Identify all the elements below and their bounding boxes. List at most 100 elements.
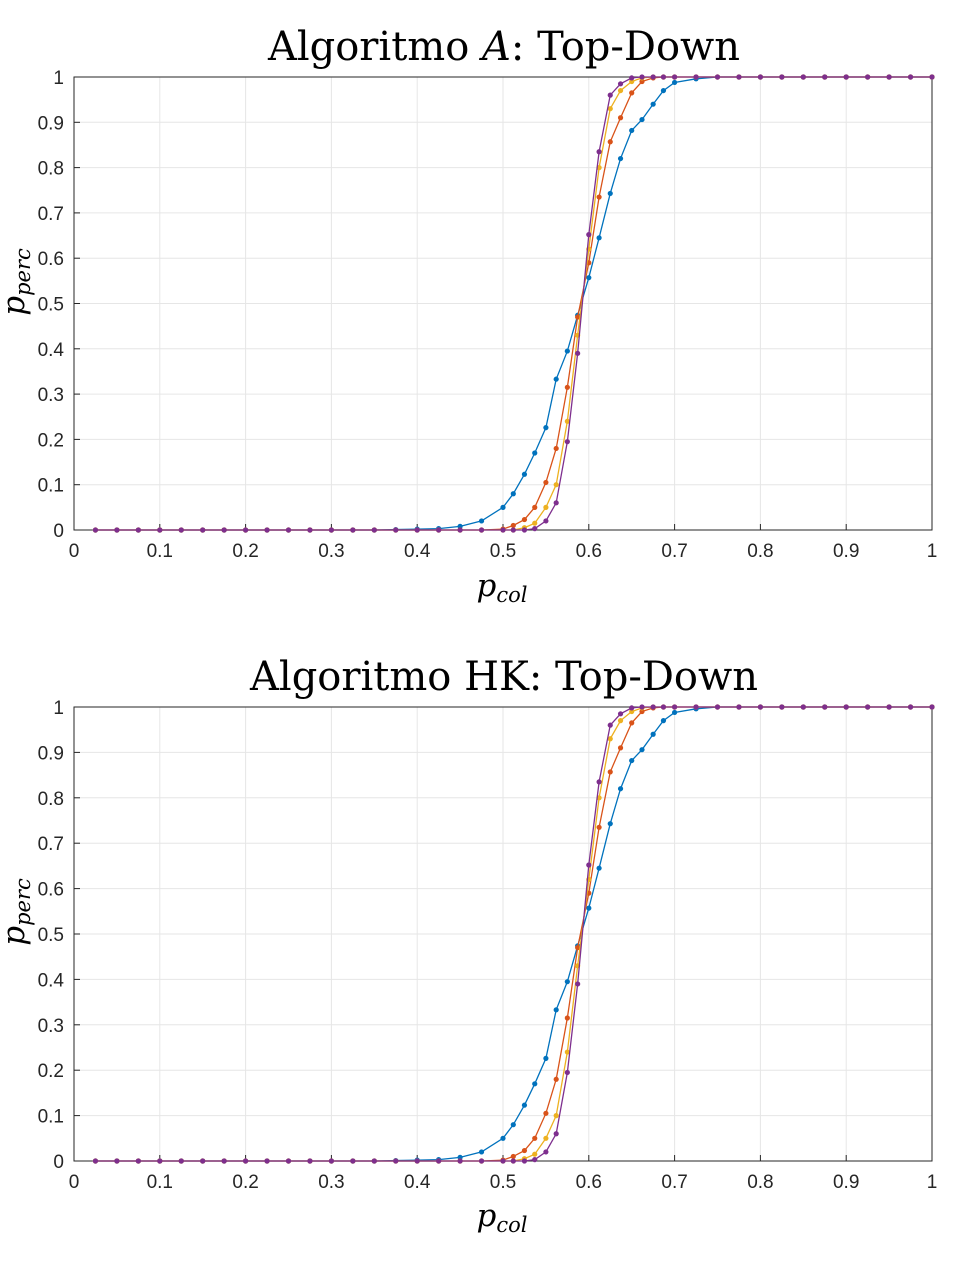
data-point-series-1 (500, 504, 506, 510)
data-point-series-4 (436, 527, 442, 533)
data-point-series-4 (414, 1158, 420, 1164)
data-point-series-4 (264, 527, 270, 533)
x-tick-label: 0.1 (147, 541, 173, 562)
y-axis-label-bottom: pperc (0, 878, 35, 946)
data-point-series-3 (564, 418, 570, 424)
data-point-series-1 (586, 275, 592, 281)
data-point-series-1 (543, 425, 549, 431)
y-tick-label: 0.3 (38, 1016, 64, 1037)
x-axis-label-bottom: pcol (477, 1198, 528, 1237)
data-point-series-2 (607, 769, 613, 775)
data-point-series-4 (478, 1158, 485, 1164)
data-point-series-4 (779, 704, 785, 710)
data-point-series-4 (607, 722, 613, 728)
x-tick-label: 0.9 (833, 1172, 859, 1193)
data-point-series-2 (553, 445, 559, 452)
data-point-series-4 (328, 1158, 334, 1164)
y-tick-label: 0.9 (38, 113, 64, 134)
data-point-series-4 (629, 705, 635, 711)
data-point-series-4 (617, 81, 624, 87)
data-point-series-1 (672, 709, 678, 716)
data-point-series-1 (607, 190, 613, 197)
data-point-series-4 (629, 75, 635, 81)
data-point-series-3 (629, 78, 635, 85)
data-point-series-4 (200, 1158, 206, 1164)
data-point-series-2 (575, 945, 581, 951)
data-point-series-4 (822, 74, 828, 80)
data-point-series-4 (135, 527, 141, 533)
data-point-series-4 (639, 74, 645, 80)
data-point-series-4 (907, 704, 914, 710)
data-point-series-4 (553, 500, 559, 506)
data-point-series-1 (629, 757, 635, 764)
data-point-series-4 (693, 704, 699, 710)
data-point-series-4 (617, 711, 624, 717)
data-point-series-4 (532, 526, 538, 532)
data-point-series-3 (532, 520, 538, 526)
data-point-series-2 (553, 1076, 559, 1082)
data-point-series-2 (510, 1153, 516, 1160)
data-point-series-4 (285, 1158, 292, 1164)
data-point-series-2 (629, 90, 635, 96)
data-point-series-4 (757, 704, 764, 710)
data-point-series-1 (553, 1007, 559, 1013)
data-point-series-1 (564, 348, 570, 354)
data-point-series-3 (617, 718, 624, 724)
data-point-series-1 (617, 786, 624, 792)
data-point-series-4 (157, 527, 163, 533)
data-point-series-1 (650, 101, 656, 107)
data-point-series-4 (500, 527, 506, 533)
data-point-series-4 (843, 704, 849, 710)
x-tick-label: 0.7 (661, 1172, 687, 1193)
y-tick-label: 0.2 (38, 1061, 64, 1082)
data-point-series-1 (607, 821, 613, 827)
data-point-series-4 (521, 527, 528, 533)
data-point-series-1 (457, 1154, 463, 1160)
y-tick-label: 0.2 (38, 430, 64, 451)
data-point-series-4 (586, 232, 592, 238)
data-point-series-1 (639, 116, 645, 123)
data-point-series-4 (307, 527, 313, 533)
chart-title-bottom: Algoritmo HK: Top-Down (249, 654, 758, 700)
data-point-series-1 (510, 491, 516, 497)
data-point-series-4 (500, 1158, 506, 1164)
data-point-series-3 (617, 87, 624, 94)
data-point-series-4 (92, 527, 99, 533)
plot-area-top: 0 0.1 0.2 0.3 0.4 0.5 0.6 0.7 0.8 0.9 1 0 0.1 0.2 0.3 0… (38, 68, 938, 562)
data-point-series-1 (532, 1081, 538, 1087)
y-tick-label: 0.8 (38, 159, 64, 180)
y-tick-label: 1 (53, 698, 64, 719)
x-tick-label: 0.2 (232, 541, 258, 562)
data-point-series-4 (510, 1158, 516, 1164)
data-point-series-2 (617, 745, 624, 751)
data-point-series-1 (629, 127, 635, 134)
data-point-series-4 (886, 74, 892, 80)
data-point-series-4 (243, 1158, 249, 1164)
data-point-series-4 (328, 527, 334, 533)
plot-area-bottom: 0 0.1 0.2 0.3 0.4 0.5 0.6 0.7 0.8 0.9 1 0 0.1 0.2 0.3 0… (38, 698, 938, 1193)
data-point-series-1 (564, 979, 570, 985)
x-tick-label: 0.9 (833, 541, 859, 562)
x-tick-label: 0.5 (490, 1172, 516, 1193)
x-tick-label: 0.8 (747, 541, 773, 562)
y-tick-label: 0.5 (38, 295, 64, 316)
data-point-series-4 (800, 704, 806, 710)
data-point-series-2 (521, 516, 528, 523)
data-point-series-4 (779, 74, 785, 80)
x-tick-label: 1 (927, 541, 938, 562)
data-point-series-2 (564, 384, 570, 390)
data-point-series-1 (586, 905, 592, 911)
data-point-series-2 (575, 314, 581, 320)
data-point-series-4 (822, 704, 828, 710)
data-point-series-4 (607, 92, 613, 98)
data-point-series-1 (596, 235, 602, 241)
x-tick-label: 0 (69, 1172, 80, 1193)
data-point-series-4 (178, 1158, 184, 1164)
data-point-series-4 (564, 439, 570, 445)
data-point-series-4 (865, 74, 871, 80)
data-point-series-4 (414, 527, 420, 533)
y-tick-label: 0.9 (38, 743, 64, 764)
data-point-series-4 (672, 704, 678, 710)
x-tick-label: 0.6 (576, 1172, 602, 1193)
series-line-4 (95, 706, 932, 1162)
